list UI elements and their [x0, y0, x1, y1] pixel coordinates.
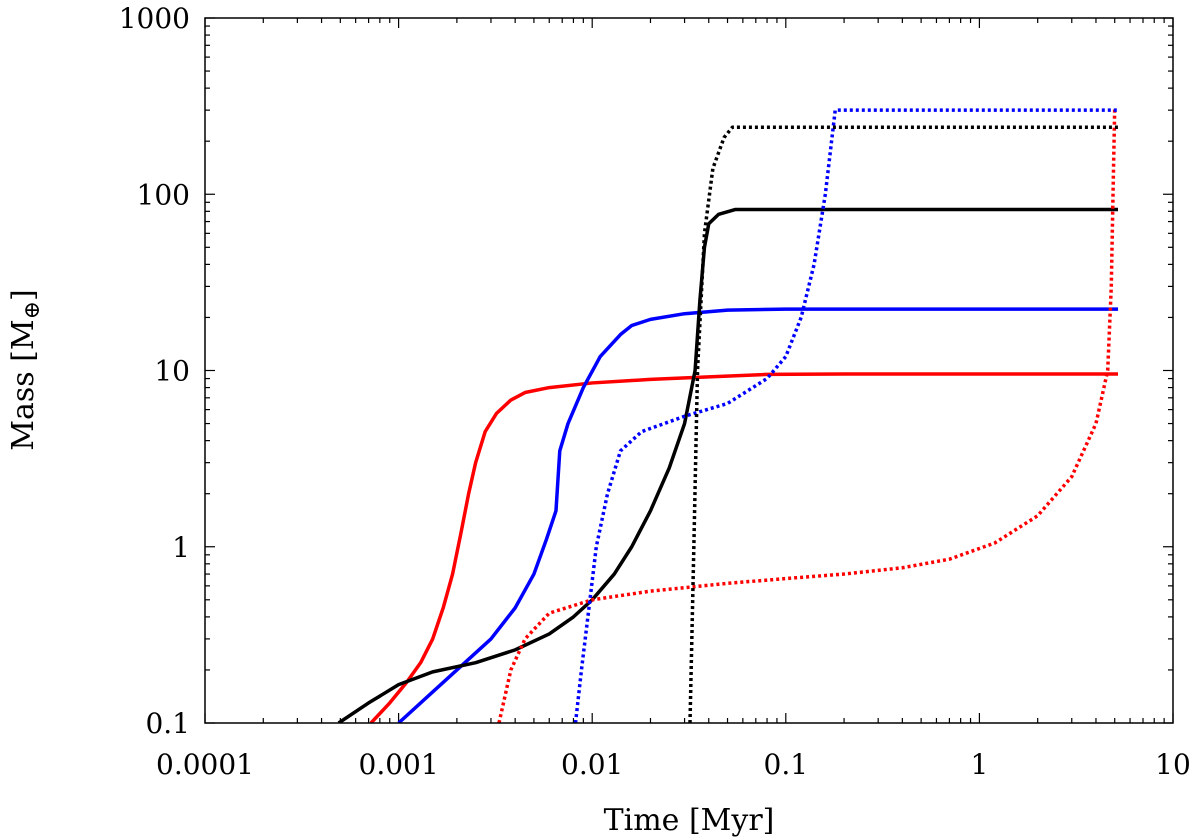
y-axis-title-subscript: ⊕ [20, 301, 45, 319]
y-tick-label: 1000 [119, 2, 190, 35]
plot-frame [204, 17, 1174, 724]
y-tick-label: 1 [172, 531, 190, 564]
series-line-black-solid [337, 207, 1119, 723]
y-tick-label: 10 [154, 355, 190, 388]
labels-layer: 0.0001 0.001 0.01 0.1 1 10 0.1 1 10 100 1000 [119, 2, 1191, 781]
x-tick-label: 0.001 [359, 748, 439, 781]
x-tick-label: 0.01 [561, 748, 623, 781]
y-tick-label: 100 [137, 178, 190, 211]
series-line-red-dotted [497, 107, 1117, 723]
y-tick-label: 0.1 [145, 707, 190, 740]
series-line-red-solid [369, 372, 1119, 723]
x-tick-label: 1 [970, 748, 988, 781]
series-layer [337, 107, 1119, 723]
x-axis-title: Time [Myr] [604, 803, 775, 838]
ticks-layer [204, 17, 1174, 724]
series-line-blue-solid [397, 307, 1119, 723]
y-axis-title-main: Mass [M [6, 319, 41, 450]
y-axis-title: Mass [M⊕] [6, 289, 45, 451]
series-line-black-dotted [688, 125, 1119, 723]
series-line-blue-dotted [573, 108, 1119, 723]
x-tick-label: 0.0001 [156, 748, 254, 781]
x-tick-label: 0.1 [764, 748, 809, 781]
x-tick-label: 10 [1155, 748, 1191, 781]
y-axis-title-close: ] [6, 289, 41, 301]
